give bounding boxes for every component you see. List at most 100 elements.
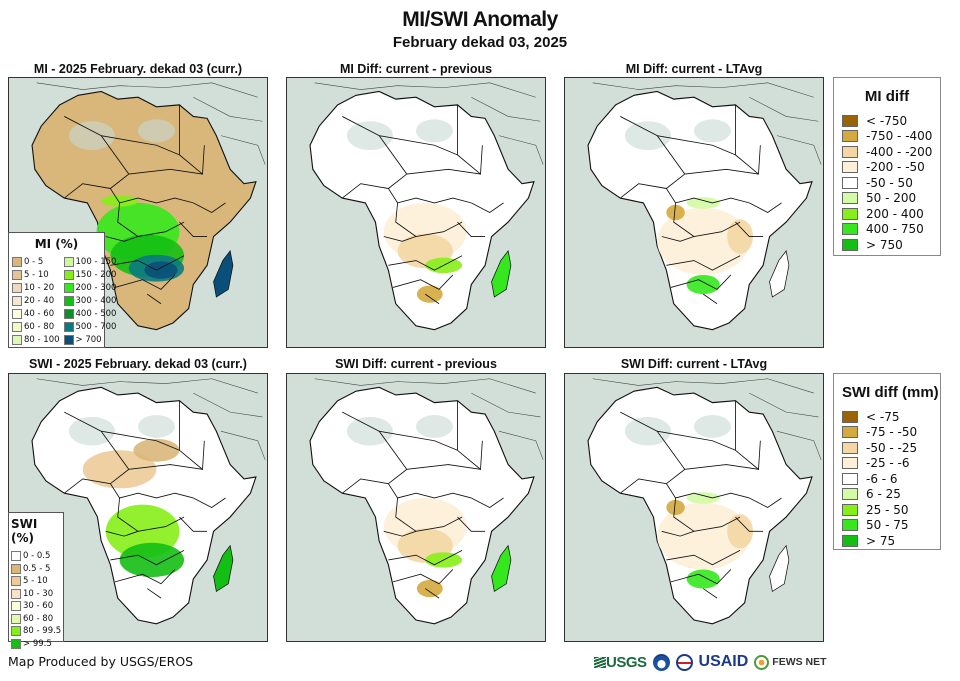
legend-swi-percent: SWI (%) 0 - 0.5 0.5 - 5 5 - 10 10 - 30 30 - … (8, 512, 64, 649)
legend-swatch (842, 503, 858, 516)
legend-swatch (842, 519, 858, 532)
panel-title-mi-current: MI - 2025 February. dekad 03 (curr.) (33, 62, 243, 76)
country-border (471, 497, 504, 508)
map-panel-mi-diff-previous (286, 77, 546, 348)
legend-label: 25 - 50 (866, 502, 909, 517)
country-border (101, 135, 180, 156)
country-border (388, 255, 463, 271)
legend-swatch (12, 283, 22, 293)
country-border (179, 516, 208, 532)
country-border (424, 588, 440, 599)
legend-label: -750 - -400 (866, 129, 933, 144)
data-region (82, 450, 157, 489)
country-border (388, 483, 472, 499)
legend-item: -50 - -25 (842, 440, 932, 456)
legend-label: < -750 (866, 113, 908, 128)
legend-swatch (11, 601, 21, 611)
legend-swatch (842, 238, 858, 251)
country-border (702, 588, 718, 599)
country-border (379, 430, 458, 451)
legend-swatch (63, 270, 74, 280)
legend-item: 100 - 150 (63, 257, 116, 267)
data-region (133, 438, 180, 462)
country-border (179, 104, 205, 175)
country-border (383, 530, 417, 537)
country-border (657, 135, 736, 156)
legend-item: 300 - 400 (63, 296, 116, 306)
country-border (379, 135, 458, 156)
africa-map (565, 374, 823, 641)
fews-globe-icon (754, 654, 770, 670)
legend-swatch (63, 283, 74, 293)
map-credit: Map Produced by USGS/EROS (8, 654, 194, 669)
neighbor-borders (314, 378, 544, 460)
country-border (670, 569, 732, 585)
data-region (686, 492, 720, 504)
legend-item: -50 - 50 (842, 175, 932, 191)
map-title: MI/SWI Anomaly (402, 8, 558, 31)
usaid-logo: USAID (698, 653, 749, 670)
sahara-nodata (694, 119, 731, 143)
country-border (64, 116, 130, 175)
country-border (383, 236, 417, 242)
legend-swatch (842, 130, 858, 143)
country-border (64, 469, 130, 494)
legend-swatch (842, 145, 858, 158)
legend-item: > 750 (842, 237, 932, 253)
legend-swatch (842, 534, 858, 547)
legend-label: 150 - 200 (75, 270, 117, 280)
map-panel-swi-diff-ltavg (564, 373, 824, 642)
country-border (342, 411, 408, 470)
country-border (670, 274, 732, 290)
legend-swatch (842, 161, 858, 174)
legend-swatch (11, 563, 21, 574)
legend-item: 400 - 750 (842, 222, 932, 238)
data-region (727, 514, 753, 549)
panel-title-swi-diff-ltavg: SWI Diff: current - LTAvg (620, 357, 768, 371)
legend-swatch (842, 192, 858, 205)
legend-swatch (63, 322, 74, 332)
legend-item: 10 - 30 (11, 588, 61, 599)
country-border (392, 274, 454, 290)
neighbor-borders (314, 82, 544, 165)
country-border (666, 255, 741, 271)
legend-swi-percent-title: SWI (%) (11, 517, 38, 545)
legend-label: -50 - -25 (866, 440, 918, 455)
legend-label: > 99.5 (23, 638, 52, 649)
legend-item: 200 - 400 (842, 206, 932, 222)
madagascar (213, 250, 234, 298)
legend-item: 80 - 100 (12, 335, 60, 345)
legend-label: 5 - 10 (24, 270, 49, 280)
legend-item: > 75 (842, 533, 932, 549)
legend-label: 200 - 300 (75, 283, 117, 293)
country-border (406, 464, 481, 470)
noaa-logo-icon (652, 653, 670, 671)
legend-label: > 75 (866, 533, 896, 548)
usgs-logo: USGS (594, 654, 647, 671)
neighbor-borders (36, 378, 266, 460)
legend-swatch (11, 551, 21, 561)
data-region (119, 542, 185, 578)
neighbor-borders (592, 82, 822, 165)
country-border (666, 483, 750, 499)
sahara-nodata (624, 416, 671, 446)
legend-mi-percent: MI (%) 0 - 5 100 - 150 5 - 10 150 - 200 10 -… (8, 232, 116, 348)
country-border (179, 400, 205, 471)
data-region (686, 569, 720, 589)
country-border (702, 293, 718, 305)
country-border (457, 104, 483, 175)
legend-swatch (12, 257, 22, 267)
country-border (101, 430, 180, 451)
legend-label: 10 - 30 (23, 588, 54, 599)
country-border (457, 400, 483, 471)
legend-label: 30 - 60 (23, 601, 54, 611)
legend-item: > 99.5 (11, 638, 61, 649)
legend-swatch (842, 114, 858, 127)
sahara-nodata (346, 416, 393, 446)
legend-item: 0.5 - 5 (11, 563, 61, 574)
legend-mi-diff-items: < -750 -750 - -400 -400 - -200 -200 - -50 -5… (842, 113, 932, 253)
legend-mi-percent-items: 0 - 5 100 - 150 5 - 10 150 - 200 10 - 20 200 … (9, 257, 116, 345)
legend-label: 60 - 80 (24, 322, 55, 332)
country-border (64, 173, 130, 199)
africa-map (287, 374, 545, 641)
